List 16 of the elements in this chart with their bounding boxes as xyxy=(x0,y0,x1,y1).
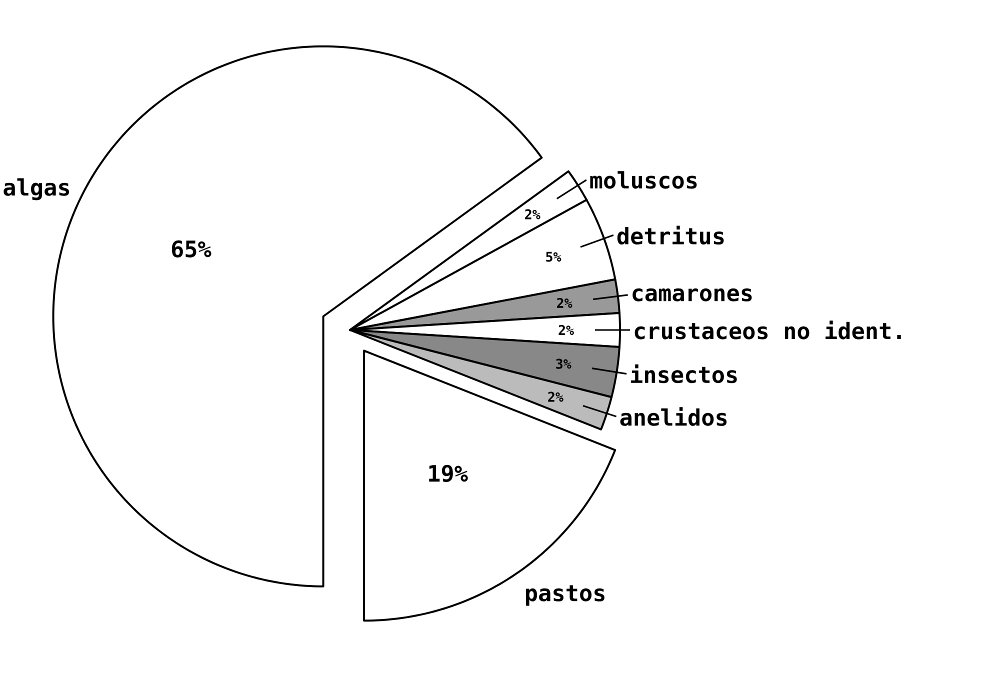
slice-label: detritus xyxy=(617,226,724,245)
data-label: 2% xyxy=(557,298,572,308)
slice-label: anelidos xyxy=(620,407,727,426)
slice-label: camarones xyxy=(632,288,752,302)
slice-label: algas xyxy=(4,178,70,200)
data-label: 2% xyxy=(525,209,540,220)
data-label: 2% xyxy=(548,392,564,402)
slice-label: insectos xyxy=(631,364,737,384)
slice-label: moluscos xyxy=(590,171,697,189)
slice-label: crustaceos no ident. xyxy=(634,320,901,340)
data-label: 5% xyxy=(546,252,562,262)
slice-label: pastos xyxy=(526,585,604,606)
data-label: 65% xyxy=(172,240,212,258)
data-label: 19% xyxy=(429,464,468,482)
data-label: 3% xyxy=(556,358,572,369)
data-label: 2% xyxy=(558,325,574,335)
